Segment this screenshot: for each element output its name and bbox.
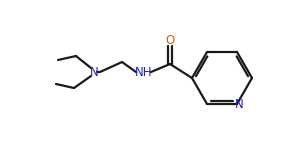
Text: N: N — [90, 66, 98, 79]
Text: O: O — [165, 34, 175, 47]
Text: N: N — [235, 99, 243, 112]
Text: NH: NH — [135, 66, 153, 79]
